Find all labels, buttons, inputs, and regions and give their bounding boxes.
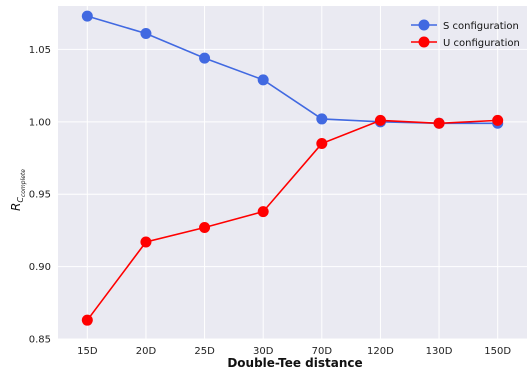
y-axis-label: RCcomplete	[9, 169, 27, 211]
x-tick-label: 15D	[77, 346, 98, 357]
data-point	[140, 28, 152, 40]
x-tick-labels: 15D 20D 25D 30D 70D 120D 130D 150D	[77, 346, 511, 357]
series-line	[86, 119, 498, 321]
y-tick-label: 0.85	[29, 335, 51, 346]
data-point	[199, 52, 211, 64]
data-point	[257, 74, 269, 86]
x-axis-label: Double-Tee distance	[227, 356, 362, 370]
data-point	[257, 206, 269, 218]
y-tick-label: 1.00	[29, 117, 51, 128]
data-point	[492, 114, 504, 126]
legend-label-s: S configuration	[443, 21, 519, 32]
data-point	[316, 113, 328, 125]
data-point	[433, 117, 445, 129]
y-tick-label: 1.05	[29, 45, 51, 56]
y-tick-label: 0.90	[29, 262, 51, 273]
x-tick-label: 20D	[136, 346, 157, 357]
y-axis-label-main: R	[9, 203, 23, 211]
data-point	[81, 10, 93, 22]
x-tick-label: 70D	[312, 346, 333, 357]
data-point	[81, 314, 93, 326]
y-tick-labels: 0.85 0.90 0.95 1.00 1.05	[29, 45, 51, 346]
x-tick-label: 25D	[194, 346, 215, 357]
legend: S configuration U configuration	[411, 19, 520, 49]
legend-marker-u	[418, 36, 430, 48]
series-layer	[81, 10, 504, 326]
x-tick-label: 130D	[426, 346, 453, 357]
y-axis-label-subsub: complete	[20, 169, 27, 197]
data-point	[374, 114, 386, 126]
grid-lines	[58, 6, 527, 340]
legend-item-u: U configuration	[411, 36, 520, 49]
legend-label-u: U configuration	[443, 38, 520, 49]
legend-marker-s	[418, 19, 430, 31]
series-u	[81, 114, 504, 326]
x-tick-label: 120D	[367, 346, 394, 357]
legend-item-s: S configuration	[411, 19, 519, 32]
data-point	[199, 222, 211, 234]
data-point	[316, 138, 328, 150]
x-tick-label: 30D	[253, 346, 274, 357]
y-tick-label: 0.95	[29, 190, 51, 201]
data-point	[140, 236, 152, 248]
plot-area	[58, 6, 527, 339]
y-axis-label-sub: C	[16, 197, 25, 203]
x-tick-label: 150D	[484, 346, 511, 357]
